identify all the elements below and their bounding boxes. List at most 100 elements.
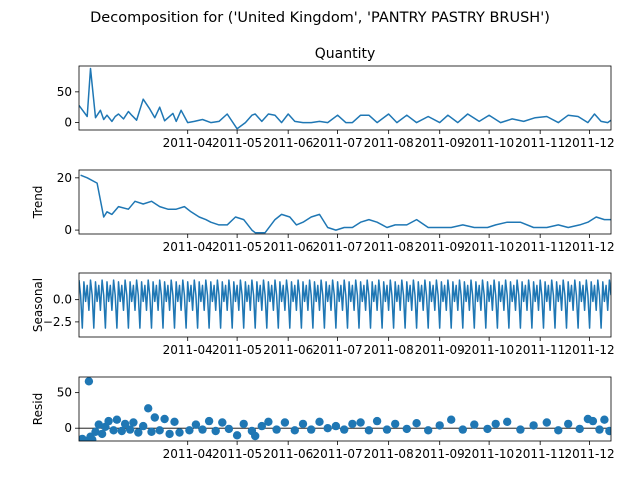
resid-point — [298, 419, 308, 429]
resid-point — [595, 425, 604, 434]
resid-point — [198, 425, 207, 434]
resid-point — [232, 431, 242, 440]
seasonal-series-line — [79, 279, 611, 329]
x-tick-label: 2011-11 — [515, 136, 565, 150]
x-tick-label: 2011-12 — [565, 343, 615, 357]
x-tick-label: 2011-09 — [415, 240, 465, 254]
resid-point — [224, 424, 234, 434]
x-tick-label: 2011-08 — [364, 136, 414, 150]
resid-point — [307, 425, 316, 434]
resid-point — [175, 428, 184, 437]
y-axis-label: Resid — [31, 393, 45, 425]
plot-area — [79, 67, 611, 130]
axes-frame — [78, 272, 612, 338]
axes-frame — [78, 169, 612, 235]
resid-point — [554, 426, 563, 435]
resid-point — [356, 418, 365, 427]
x-tick-label: 2011-12 — [565, 447, 615, 461]
x-tick-label: 2011-04 — [163, 136, 213, 150]
resid-point — [323, 424, 332, 433]
resid-point — [272, 425, 281, 434]
axes-frame — [78, 376, 612, 442]
resid-point — [91, 427, 100, 436]
y-tick-label: 20 — [57, 171, 72, 185]
x-tick-label: 2011-06 — [263, 136, 313, 150]
resid-point — [600, 415, 609, 424]
resid-point — [447, 415, 456, 424]
resid-point — [144, 404, 153, 413]
y-tick-label: 0.0 — [53, 293, 72, 307]
x-tick-label: 2011-10 — [464, 447, 514, 461]
resid-point — [575, 424, 584, 434]
x-tick-label: 2011-07 — [313, 343, 363, 357]
resid-point — [218, 418, 227, 427]
resid-point — [109, 426, 118, 435]
resid-point — [84, 377, 94, 386]
y-axis-label: Trend — [31, 186, 45, 220]
resid-point — [191, 420, 201, 429]
resid-point — [315, 417, 324, 426]
resid-point — [129, 418, 138, 427]
quantity-series-line — [79, 67, 611, 130]
trend-series-line — [80, 174, 611, 234]
resid-point — [542, 418, 551, 427]
y-tick-label: 50 — [57, 386, 72, 400]
resid-point — [412, 419, 421, 428]
x-tick-label: 2011-05 — [212, 447, 262, 461]
resid-point — [97, 429, 107, 439]
resid-point — [402, 424, 411, 434]
x-tick-label: 2011-04 — [163, 343, 213, 357]
x-tick-label: 2011-07 — [313, 240, 363, 254]
resid-point — [139, 421, 148, 431]
resid-point — [491, 419, 500, 429]
resid-point — [391, 419, 400, 429]
x-tick-label: 2011-06 — [263, 447, 313, 461]
resid-point — [88, 435, 97, 441]
resid-point — [211, 426, 220, 436]
x-tick-label: 2011-12 — [565, 136, 615, 150]
x-tick-label: 2011-07 — [313, 447, 363, 461]
resid-point — [280, 418, 290, 427]
x-tick-label: 2011-06 — [263, 240, 313, 254]
x-tick-label: 2011-05 — [212, 240, 262, 254]
resid-point — [424, 426, 433, 435]
resid-point — [470, 420, 479, 429]
resid-point — [290, 426, 299, 435]
x-tick-label: 2011-11 — [515, 240, 565, 254]
resid-point — [155, 426, 164, 435]
resid-point — [104, 416, 113, 426]
x-tick-label: 2011-05 — [212, 343, 262, 357]
figure-title: Decomposition for ('United Kingdom', 'PA… — [90, 10, 550, 26]
x-tick-label: 2011-08 — [364, 240, 414, 254]
x-tick-label: 2011-09 — [415, 136, 465, 150]
resid-point — [125, 425, 135, 434]
resid-point — [150, 413, 159, 422]
x-tick-label: 2011-12 — [565, 240, 615, 254]
resid-point — [364, 426, 374, 435]
resid-point — [120, 419, 130, 429]
x-tick-label: 2011-09 — [415, 447, 465, 461]
resid-point — [331, 421, 341, 431]
resid-point — [435, 421, 444, 430]
resid-point — [185, 426, 194, 435]
y-tick-label: 50 — [57, 85, 72, 99]
resid-point — [564, 419, 573, 429]
resid-point — [483, 424, 492, 434]
y-tick-label: 0 — [64, 223, 72, 237]
resid-point — [605, 426, 611, 436]
resid-point — [117, 426, 127, 436]
panel-title: Quantity — [315, 46, 376, 62]
x-tick-label: 2011-11 — [515, 343, 565, 357]
y-tick-label: 0 — [64, 421, 72, 435]
resid-point — [529, 421, 538, 430]
resid-point — [348, 419, 357, 429]
x-tick-label: 2011-08 — [364, 447, 414, 461]
x-tick-label: 2011-10 — [464, 343, 514, 357]
x-tick-label: 2011-09 — [415, 343, 465, 357]
resid-point — [134, 428, 143, 437]
resid-point — [372, 416, 382, 426]
x-tick-label: 2011-05 — [212, 136, 262, 150]
x-tick-label: 2011-10 — [464, 240, 514, 254]
x-tick-label: 2011-04 — [163, 240, 213, 254]
